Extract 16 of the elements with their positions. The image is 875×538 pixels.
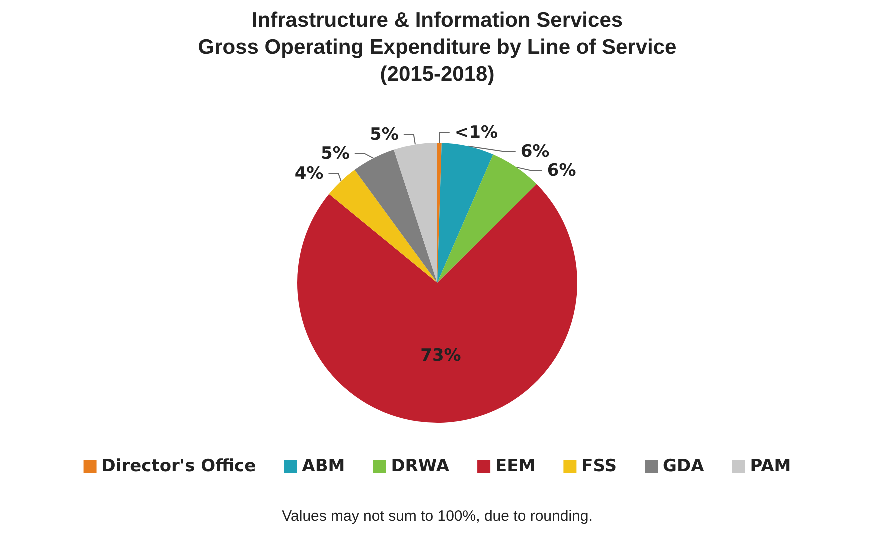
- data-label: 5%: [321, 144, 350, 164]
- legend-label: EEM: [496, 456, 536, 476]
- chart-title: Infrastructure & Information Services Gross Operating Expenditure by Line of Service (2015-2018): [198, 9, 677, 86]
- text: Values may not sum to 100%, due to rounding.: [282, 508, 593, 525]
- data-label: 4%: [294, 164, 324, 184]
- legend-label: GDA: [663, 456, 706, 476]
- data-label: <1%: [454, 123, 498, 144]
- legend-label: ABM: [302, 456, 346, 476]
- data-label: 5%: [370, 124, 399, 145]
- data-label: 6%: [520, 142, 550, 162]
- data-label: 73%: [420, 346, 462, 366]
- legend-label: DRWA: [391, 456, 450, 476]
- legend-label: PAM: [750, 456, 792, 476]
- legend-label: FSS: [582, 456, 618, 476]
- data-label: 6%: [547, 161, 576, 182]
- legend-label: Director's Office: [102, 456, 256, 476]
